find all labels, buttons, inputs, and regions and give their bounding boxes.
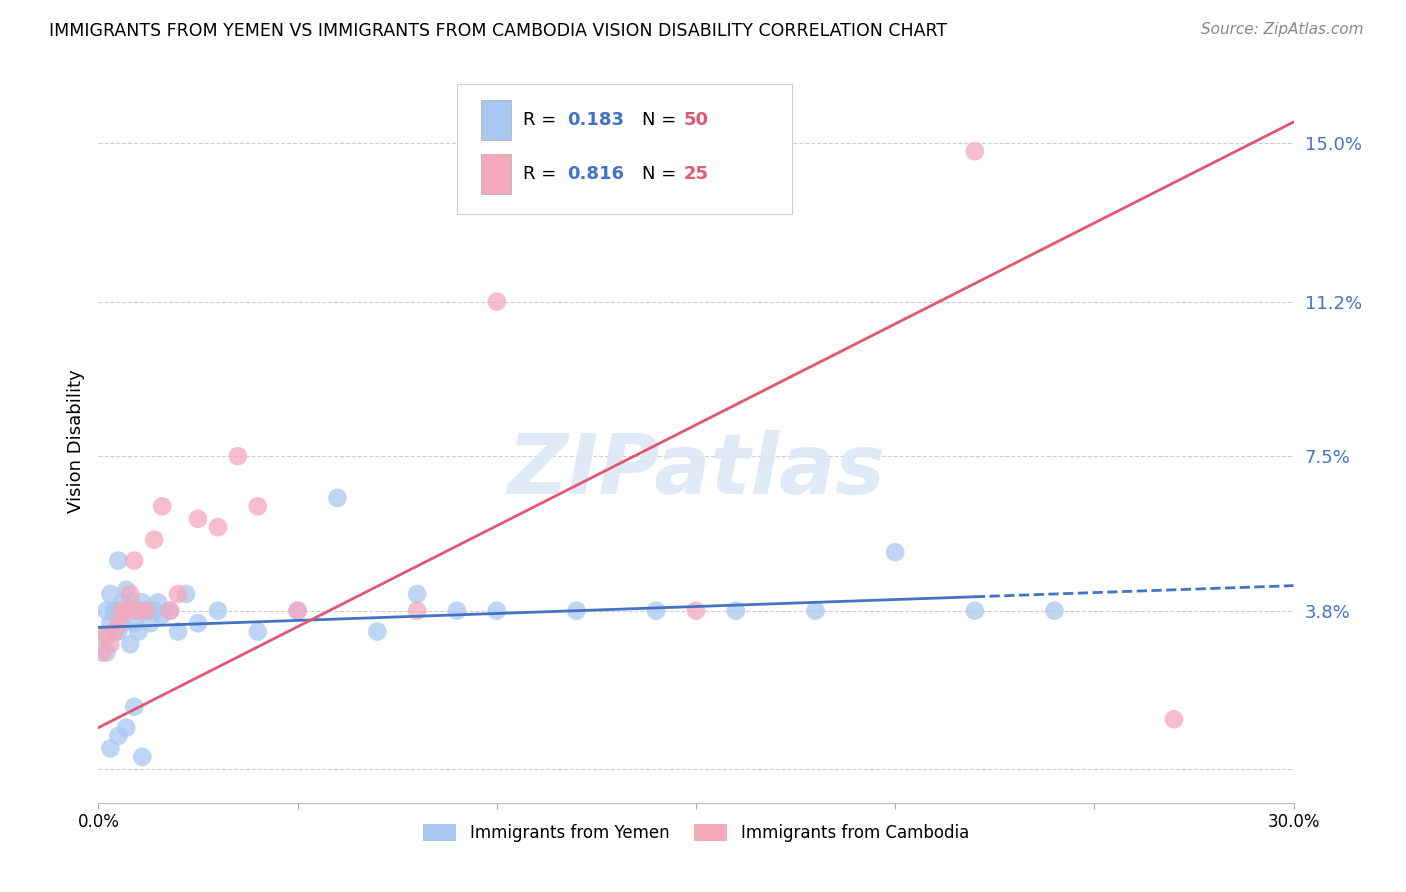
Point <box>98 741 122 756</box>
Point <box>1043 604 1066 618</box>
Point <box>246 624 269 639</box>
Point <box>98 616 122 631</box>
Point <box>804 604 827 618</box>
Point <box>207 604 229 618</box>
Point <box>287 604 309 618</box>
Point <box>150 607 173 622</box>
Point <box>135 604 157 618</box>
Point <box>107 604 129 618</box>
Point <box>111 595 134 609</box>
Text: 50: 50 <box>685 111 709 129</box>
Point <box>131 595 153 609</box>
Point <box>406 587 429 601</box>
Text: N =: N = <box>643 165 682 183</box>
Point <box>107 624 129 639</box>
Point <box>963 145 986 159</box>
FancyBboxPatch shape <box>481 100 510 140</box>
Point <box>120 637 142 651</box>
Point <box>115 721 138 735</box>
Point <box>127 604 149 618</box>
Point <box>96 645 118 659</box>
Point <box>127 624 149 639</box>
Point <box>115 604 138 618</box>
Point <box>111 604 134 618</box>
Point <box>187 616 209 631</box>
Point <box>115 604 138 618</box>
Point <box>127 604 149 618</box>
Point <box>159 604 181 618</box>
Point <box>246 500 269 514</box>
Point <box>103 624 125 639</box>
Point <box>150 500 173 514</box>
Point <box>326 491 349 505</box>
Point <box>103 604 125 618</box>
Text: R =: R = <box>523 111 561 129</box>
Text: R =: R = <box>523 165 561 183</box>
Point <box>187 512 209 526</box>
Point <box>645 604 668 618</box>
Point <box>124 616 146 631</box>
Point <box>124 699 146 714</box>
Text: ZIPatlas: ZIPatlas <box>508 430 884 511</box>
Point <box>159 604 181 618</box>
Point <box>963 604 986 618</box>
Point <box>107 616 129 631</box>
Y-axis label: Vision Disability: Vision Disability <box>66 369 84 514</box>
Text: N =: N = <box>643 111 682 129</box>
Point <box>148 595 170 609</box>
Point <box>565 604 588 618</box>
Legend: Immigrants from Yemen, Immigrants from Cambodia: Immigrants from Yemen, Immigrants from C… <box>416 817 976 848</box>
Point <box>115 582 138 597</box>
Point <box>174 587 197 601</box>
Point <box>96 604 118 618</box>
Point <box>91 629 114 643</box>
Point <box>107 553 129 567</box>
Point <box>485 294 508 309</box>
Point <box>485 604 508 618</box>
Point <box>143 533 166 547</box>
Point <box>1163 712 1185 726</box>
Point <box>98 637 122 651</box>
Point <box>91 645 114 659</box>
Point <box>120 587 142 601</box>
Point <box>167 587 190 601</box>
FancyBboxPatch shape <box>481 154 510 194</box>
Point <box>111 616 134 631</box>
Point <box>131 749 153 764</box>
FancyBboxPatch shape <box>457 84 792 214</box>
Text: 25: 25 <box>685 165 709 183</box>
Point <box>124 553 146 567</box>
Point <box>135 604 157 618</box>
Point <box>167 624 190 639</box>
Text: Source: ZipAtlas.com: Source: ZipAtlas.com <box>1201 22 1364 37</box>
Point <box>139 616 162 631</box>
Text: 0.183: 0.183 <box>567 111 624 129</box>
Point <box>366 624 388 639</box>
Point <box>107 729 129 743</box>
Point <box>98 587 122 601</box>
Text: IMMIGRANTS FROM YEMEN VS IMMIGRANTS FROM CAMBODIA VISION DISABILITY CORRELATION : IMMIGRANTS FROM YEMEN VS IMMIGRANTS FROM… <box>49 22 948 40</box>
Point <box>287 604 309 618</box>
Point <box>103 624 125 639</box>
Point <box>724 604 747 618</box>
Point <box>96 629 118 643</box>
Point <box>120 595 142 609</box>
Point <box>124 604 146 618</box>
Point <box>143 604 166 618</box>
Point <box>207 520 229 534</box>
Point <box>446 604 468 618</box>
Text: 0.816: 0.816 <box>567 165 624 183</box>
Point <box>406 604 429 618</box>
Point <box>226 449 249 463</box>
Point <box>884 545 907 559</box>
Point <box>685 604 707 618</box>
